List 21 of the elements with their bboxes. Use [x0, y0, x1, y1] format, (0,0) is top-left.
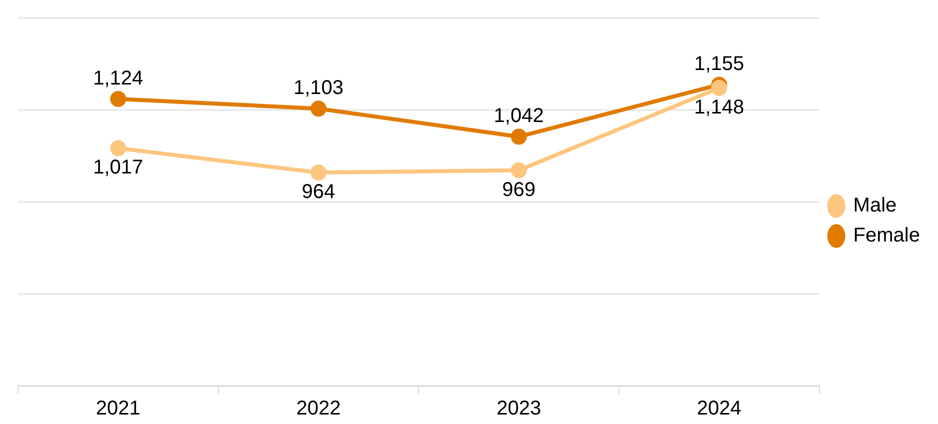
data-label: 964	[302, 181, 336, 204]
data-label: 1,017	[93, 156, 144, 179]
x-tick-label: 2023	[496, 398, 542, 420]
point	[110, 140, 126, 156]
legend-label: Female	[853, 224, 920, 247]
data-label: 969	[502, 178, 536, 201]
data-label: 1,155	[694, 53, 744, 76]
x-tick-label: 2021	[96, 398, 140, 420]
data-label: 1,103	[293, 77, 344, 100]
point	[310, 164, 326, 181]
point	[310, 100, 326, 117]
x-tick-label: 2024	[696, 398, 742, 420]
x-tick-label: 2022	[296, 398, 341, 420]
data-label: 1,124	[93, 67, 144, 90]
data-label: 1,042	[494, 105, 544, 128]
point	[711, 80, 728, 96]
point	[510, 162, 527, 178]
point	[510, 128, 527, 145]
point	[110, 90, 126, 107]
legend-label: Male	[853, 194, 897, 217]
data-label: 1,148	[694, 96, 744, 118]
